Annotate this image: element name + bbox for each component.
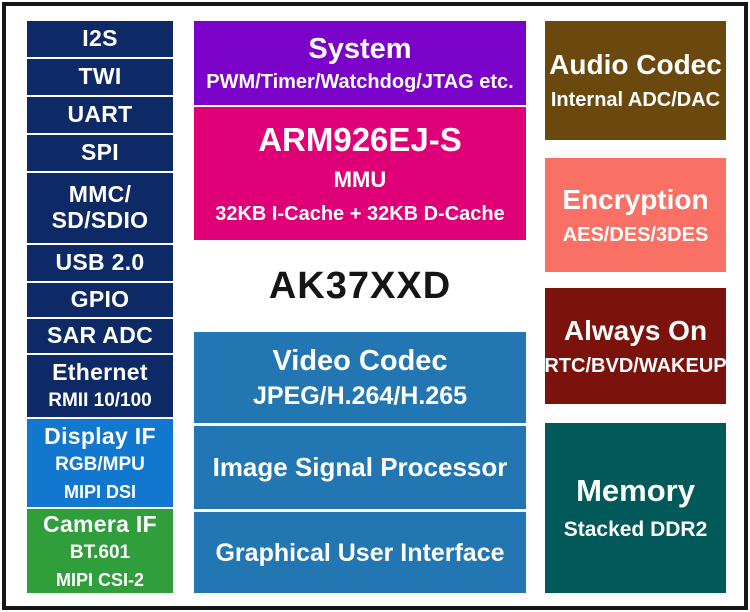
- block-system: System PWM/Timer/Watchdog/JTAG etc.: [194, 21, 526, 105]
- block-cpu-arm926ej-s: ARM926EJ-S MMU 32KB I-Cache + 32KB D-Cac…: [194, 107, 526, 240]
- block-label: Video Codec: [272, 344, 448, 377]
- block-usb: USB 2.0: [27, 245, 173, 281]
- block-audio-codec: Audio Codec Internal ADC/DAC: [545, 21, 726, 140]
- block-sublabel: MIPI DSI: [63, 481, 136, 502]
- block-sublabel: 32KB I-Cache + 32KB D-Cache: [215, 202, 505, 225]
- block-sublabel: RGB/MPU: [55, 453, 145, 475]
- block-sublabel: PWM/Timer/Watchdog/JTAG etc.: [206, 71, 514, 94]
- block-label: Display IF: [44, 422, 156, 449]
- block-sublabel: BT.601: [69, 541, 131, 563]
- block-twi: TWI: [27, 59, 173, 95]
- block-label: USB 2.0: [55, 249, 145, 276]
- block-display-if: Display IF RGB/MPU MIPI DSI: [27, 419, 173, 507]
- block-sublabel: MIPI CSI-2: [55, 569, 144, 590]
- block-label: System: [308, 32, 412, 65]
- block-label: I2S: [82, 25, 118, 52]
- block-sar-adc: SAR ADC: [27, 319, 173, 353]
- block-sublabel: Stacked DDR2: [563, 518, 708, 542]
- block-i2s: I2S: [27, 21, 173, 57]
- block-label: Ethernet: [52, 359, 148, 386]
- block-sublabel: Internal ADC/DAC: [550, 89, 721, 112]
- block-label: Memory: [576, 473, 695, 509]
- block-graphical-user-interface: Graphical User Interface: [194, 512, 526, 593]
- block-spi: SPI: [27, 135, 173, 171]
- block-sublabel: AES/DES/3DES: [562, 223, 709, 246]
- block-label: Audio Codec: [549, 49, 722, 81]
- block-ethernet: Ethernet RMII 10/100: [27, 355, 173, 417]
- block-mmc-sd-sdio: MMC/ SD/SDIO: [27, 173, 173, 243]
- block-sublabel: RTC/BVD/WAKEUP: [544, 354, 727, 377]
- block-sublabel: RMII 10/100: [48, 390, 152, 412]
- block-encryption: Encryption AES/DES/3DES: [545, 158, 726, 272]
- block-gpio: GPIO: [27, 283, 173, 317]
- block-label: SPI: [81, 139, 119, 166]
- peripherals-column: I2S TWI UART SPI MMC/ SD/SDIO USB 2.0 GP…: [27, 21, 173, 593]
- block-label: Image Signal Processor: [212, 451, 508, 482]
- block-sublabel: MMU: [333, 166, 387, 192]
- block-video-codec: Video Codec JPEG/H.264/H.265: [194, 332, 526, 423]
- block-label: ARM926EJ-S: [258, 121, 462, 159]
- block-label: SD/SDIO: [51, 207, 149, 233]
- core-column: System PWM/Timer/Watchdog/JTAG etc. ARM9…: [194, 21, 526, 593]
- block-sublabel: JPEG/H.264/H.265: [252, 382, 467, 411]
- block-label: UART: [67, 101, 133, 128]
- block-camera-if: Camera IF BT.601 MIPI CSI-2: [27, 509, 173, 593]
- block-label: MMC/: [68, 181, 132, 208]
- subsystems-column: Audio Codec Internal ADC/DAC Encryption …: [544, 21, 727, 593]
- block-always-on: Always On RTC/BVD/WAKEUP: [544, 288, 727, 404]
- block-label: SAR ADC: [46, 322, 154, 349]
- block-label: Always On: [563, 314, 708, 346]
- chip-name: AK37XXD: [268, 264, 452, 307]
- block-label: Encryption: [562, 183, 709, 215]
- block-label: Graphical User Interface: [215, 538, 505, 567]
- block-label: Camera IF: [43, 510, 157, 537]
- block-label: GPIO: [70, 286, 130, 313]
- block-label: TWI: [78, 63, 122, 90]
- block-image-signal-processor: Image Signal Processor: [194, 426, 526, 509]
- block-uart: UART: [27, 97, 173, 133]
- block-memory: Memory Stacked DDR2: [545, 423, 726, 593]
